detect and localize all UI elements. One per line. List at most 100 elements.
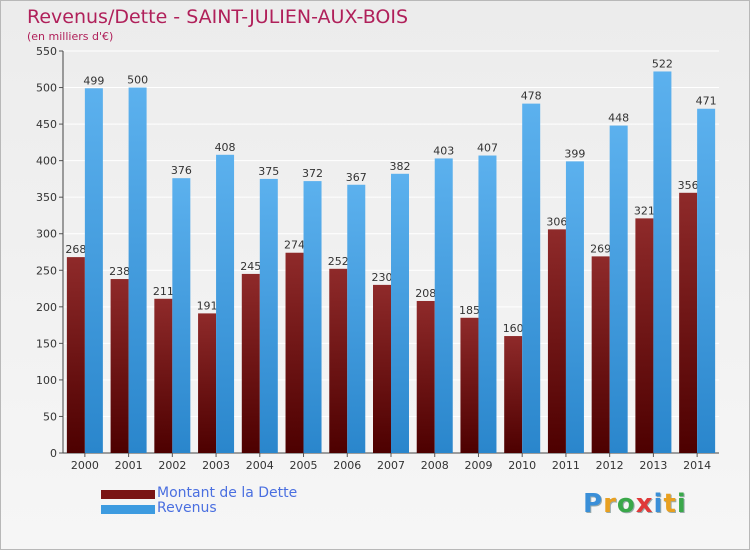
data-label-dette: 252 xyxy=(328,255,349,268)
bar-dette xyxy=(285,252,304,453)
y-tick-label: 350 xyxy=(36,191,57,204)
logo-letter: i xyxy=(653,489,664,519)
bar-revenus xyxy=(347,184,366,454)
bar-dette xyxy=(154,298,173,453)
y-tick-label: 300 xyxy=(36,228,57,241)
bar-dette xyxy=(547,229,566,453)
y-tick-label: 100 xyxy=(36,374,57,387)
data-label-revenus: 367 xyxy=(346,171,367,184)
logo-letter: x xyxy=(635,489,654,519)
data-label-dette: 268 xyxy=(65,243,86,256)
x-tick-label: 2013 xyxy=(639,459,667,472)
legend-swatch-dette xyxy=(101,490,155,499)
data-label-revenus: 407 xyxy=(477,142,498,155)
bar-dette xyxy=(591,256,610,453)
bar-revenus xyxy=(478,155,497,453)
logo-letter: o xyxy=(616,489,636,519)
bar-revenus xyxy=(216,154,235,453)
bar-dette xyxy=(460,317,479,453)
x-tick-label: 2000 xyxy=(71,459,99,472)
data-label-dette: 191 xyxy=(197,299,218,312)
data-label-dette: 238 xyxy=(109,265,130,278)
x-tick-label: 2014 xyxy=(683,459,711,472)
bar-revenus xyxy=(391,173,409,453)
logo-letter: P xyxy=(583,489,604,519)
bar-revenus xyxy=(565,161,584,453)
y-tick-label: 250 xyxy=(36,264,57,277)
bar-revenus xyxy=(303,181,322,454)
chart-title: Revenus/Dette - SAINT-JULIEN-AUX-BOIS xyxy=(27,6,409,28)
x-tick-label: 2005 xyxy=(290,459,318,472)
y-tick-label: 450 xyxy=(36,118,57,131)
bar-revenus xyxy=(172,178,191,454)
bar-revenus xyxy=(434,158,453,453)
data-label-revenus: 375 xyxy=(258,165,279,178)
logo-letter: t xyxy=(663,489,677,519)
x-tick-label: 2009 xyxy=(464,459,492,472)
logo-letter: r xyxy=(603,489,617,519)
legend-label-revenus: Revenus xyxy=(157,500,217,516)
data-label-revenus: 376 xyxy=(171,164,192,177)
x-tick-label: 2012 xyxy=(596,459,624,472)
data-label-dette: 208 xyxy=(415,287,436,300)
y-tick-label: 500 xyxy=(36,82,57,95)
data-label-revenus: 372 xyxy=(302,167,323,180)
bar-revenus xyxy=(522,103,541,453)
data-label-revenus: 399 xyxy=(564,147,585,160)
x-tick-label: 2003 xyxy=(202,459,230,472)
bar-dette xyxy=(110,279,129,453)
data-label-dette: 230 xyxy=(372,271,393,284)
y-tick-label: 50 xyxy=(43,410,57,423)
x-tick-label: 2006 xyxy=(333,459,361,472)
bar-dette xyxy=(504,336,523,453)
y-tick-label: 0 xyxy=(50,447,57,460)
bar-dette xyxy=(416,300,435,453)
y-tick-label: 200 xyxy=(36,301,57,314)
bar-revenus xyxy=(84,88,103,453)
x-tick-label: 2001 xyxy=(115,459,143,472)
bar-dette xyxy=(66,257,85,453)
bar-revenus xyxy=(128,87,147,453)
data-label-dette: 274 xyxy=(284,239,305,252)
data-label-revenus: 403 xyxy=(433,144,454,157)
data-label-revenus: 499 xyxy=(83,74,104,87)
data-label-dette: 245 xyxy=(240,260,261,273)
bar-dette xyxy=(329,268,348,453)
bar-revenus xyxy=(259,178,278,453)
data-label-dette: 306 xyxy=(546,215,567,228)
x-tick-label: 2010 xyxy=(508,459,536,472)
data-label-revenus: 382 xyxy=(390,160,411,173)
bar-revenus xyxy=(697,108,716,453)
bar-dette xyxy=(198,313,217,453)
y-tick-label: 150 xyxy=(36,337,57,350)
bar-dette xyxy=(241,273,260,453)
bar-dette xyxy=(635,218,654,453)
data-label-revenus: 408 xyxy=(215,141,236,154)
legend-swatch-revenus xyxy=(101,505,155,514)
data-label-revenus: 448 xyxy=(608,112,629,125)
chart-subtitle: (en milliers d'€) xyxy=(27,30,114,43)
proxiti-logo: Proxiti xyxy=(583,489,687,519)
data-label-revenus: 471 xyxy=(696,95,717,108)
legend-label-dette: Montant de la Dette xyxy=(157,485,298,501)
data-label-revenus: 500 xyxy=(127,74,148,87)
data-label-dette: 211 xyxy=(153,285,174,298)
data-label-dette: 321 xyxy=(634,204,655,217)
data-label-revenus: 478 xyxy=(521,90,542,103)
x-tick-label: 2004 xyxy=(246,459,274,472)
x-tick-label: 2002 xyxy=(158,459,186,472)
data-label-dette: 160 xyxy=(503,322,524,335)
x-tick-label: 2008 xyxy=(421,459,449,472)
y-tick-label: 400 xyxy=(36,155,57,168)
logo-letter: i xyxy=(676,489,687,519)
bar-dette xyxy=(679,192,698,453)
y-tick-label: 550 xyxy=(36,45,57,58)
data-label-dette: 356 xyxy=(678,179,699,192)
bar-dette xyxy=(373,284,391,453)
data-label-dette: 185 xyxy=(459,304,480,317)
data-label-dette: 269 xyxy=(590,242,611,255)
bar-revenus xyxy=(609,125,628,453)
bar-revenus xyxy=(653,71,672,453)
